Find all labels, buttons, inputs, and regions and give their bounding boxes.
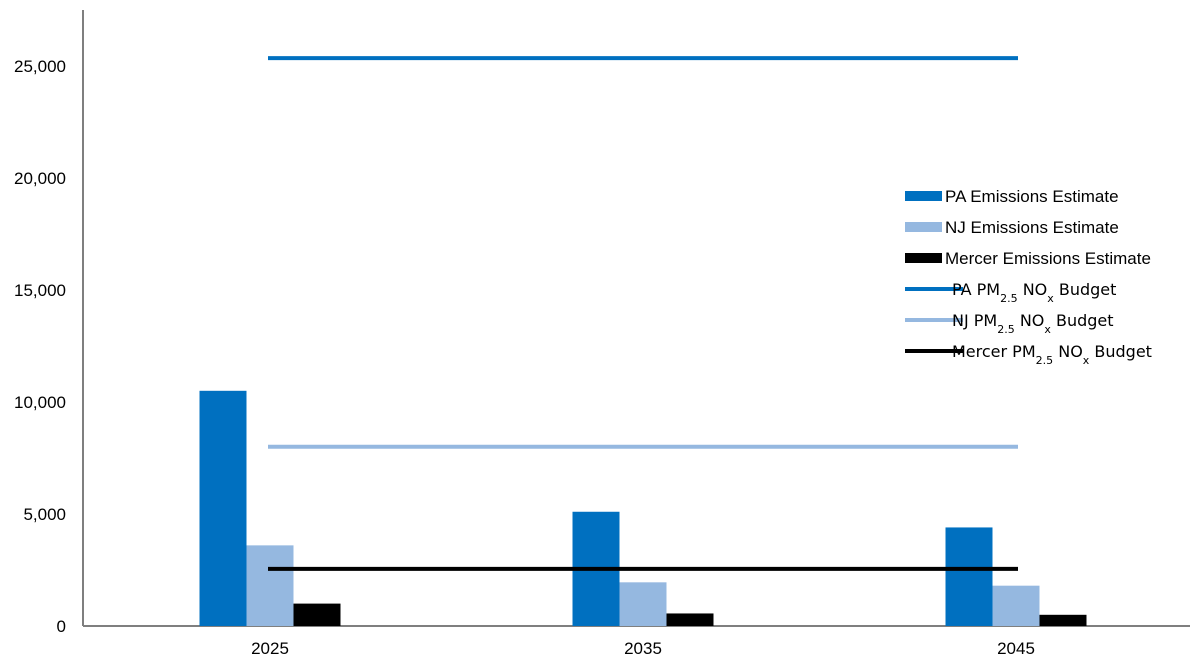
legend-text-part: NO [1018, 280, 1048, 299]
legend-text-part: Budget [1051, 311, 1114, 330]
legend-swatch-1 [905, 222, 942, 232]
legend-text-part: Budget [1089, 342, 1152, 361]
legend-budget-label-0: PA PM2.5 NOx Budget [952, 280, 1116, 305]
budget-lines-group [268, 56, 1018, 571]
y-tick-label: 15,000 [14, 281, 66, 300]
bar-0-2 [945, 527, 993, 626]
legend-text-part: Budget [1054, 280, 1117, 299]
bar-2-2 [1039, 614, 1087, 626]
x-tick-label: 2025 [251, 639, 289, 658]
legend-swatch-0 [905, 191, 942, 201]
legend-text-part: Mercer PM [952, 342, 1036, 361]
legend-text-part: NJ PM [952, 311, 997, 330]
x-tick-label: 2045 [997, 639, 1035, 658]
y-tick-label: 20,000 [14, 169, 66, 188]
y-tick-label: 10,000 [14, 393, 66, 412]
bar-1-1 [619, 582, 667, 626]
y-tick-label: 0 [57, 617, 66, 636]
legend-label-0: PA Emissions Estimate [945, 187, 1119, 206]
bars-group [199, 390, 1087, 626]
legend-subscript: x [1047, 292, 1054, 305]
legend-label-1: NJ Emissions Estimate [945, 218, 1119, 237]
x-tick-label: 2035 [624, 639, 662, 658]
y-tick-label: 25,000 [14, 57, 66, 76]
bar-2-0 [293, 603, 341, 626]
legend: PA Emissions Estimate NJ Emissions Estima… [905, 187, 1152, 367]
legend-subscript: x [1083, 354, 1090, 367]
bar-0-0 [199, 390, 247, 626]
legend-subscript: 2.5 [997, 323, 1015, 336]
legend-budget-label-2: Mercer PM2.5 NOx Budget [952, 342, 1152, 367]
legend-text-part: PA PM [952, 280, 1000, 299]
bar-2-1 [666, 613, 714, 626]
legend-text-part: NO [1053, 342, 1083, 361]
legend-label-2: Mercer Emissions Estimate [945, 249, 1151, 268]
legend-subscript: 2.5 [1036, 354, 1054, 367]
legend-budget-label-1: NJ PM2.5 NOx Budget [952, 311, 1114, 336]
legend-subscript: x [1044, 323, 1051, 336]
y-tick-label: 5,000 [23, 505, 66, 524]
legend-subscript: 2.5 [1000, 292, 1018, 305]
legend-text-part: NO [1015, 311, 1045, 330]
legend-swatch-2 [905, 253, 942, 263]
bar-1-0 [246, 545, 294, 626]
ticks-group: 0 5,000 10,000 15,000 20,000 25,000 2025 2035 20… [14, 57, 1035, 658]
bar-1-2 [992, 585, 1040, 626]
